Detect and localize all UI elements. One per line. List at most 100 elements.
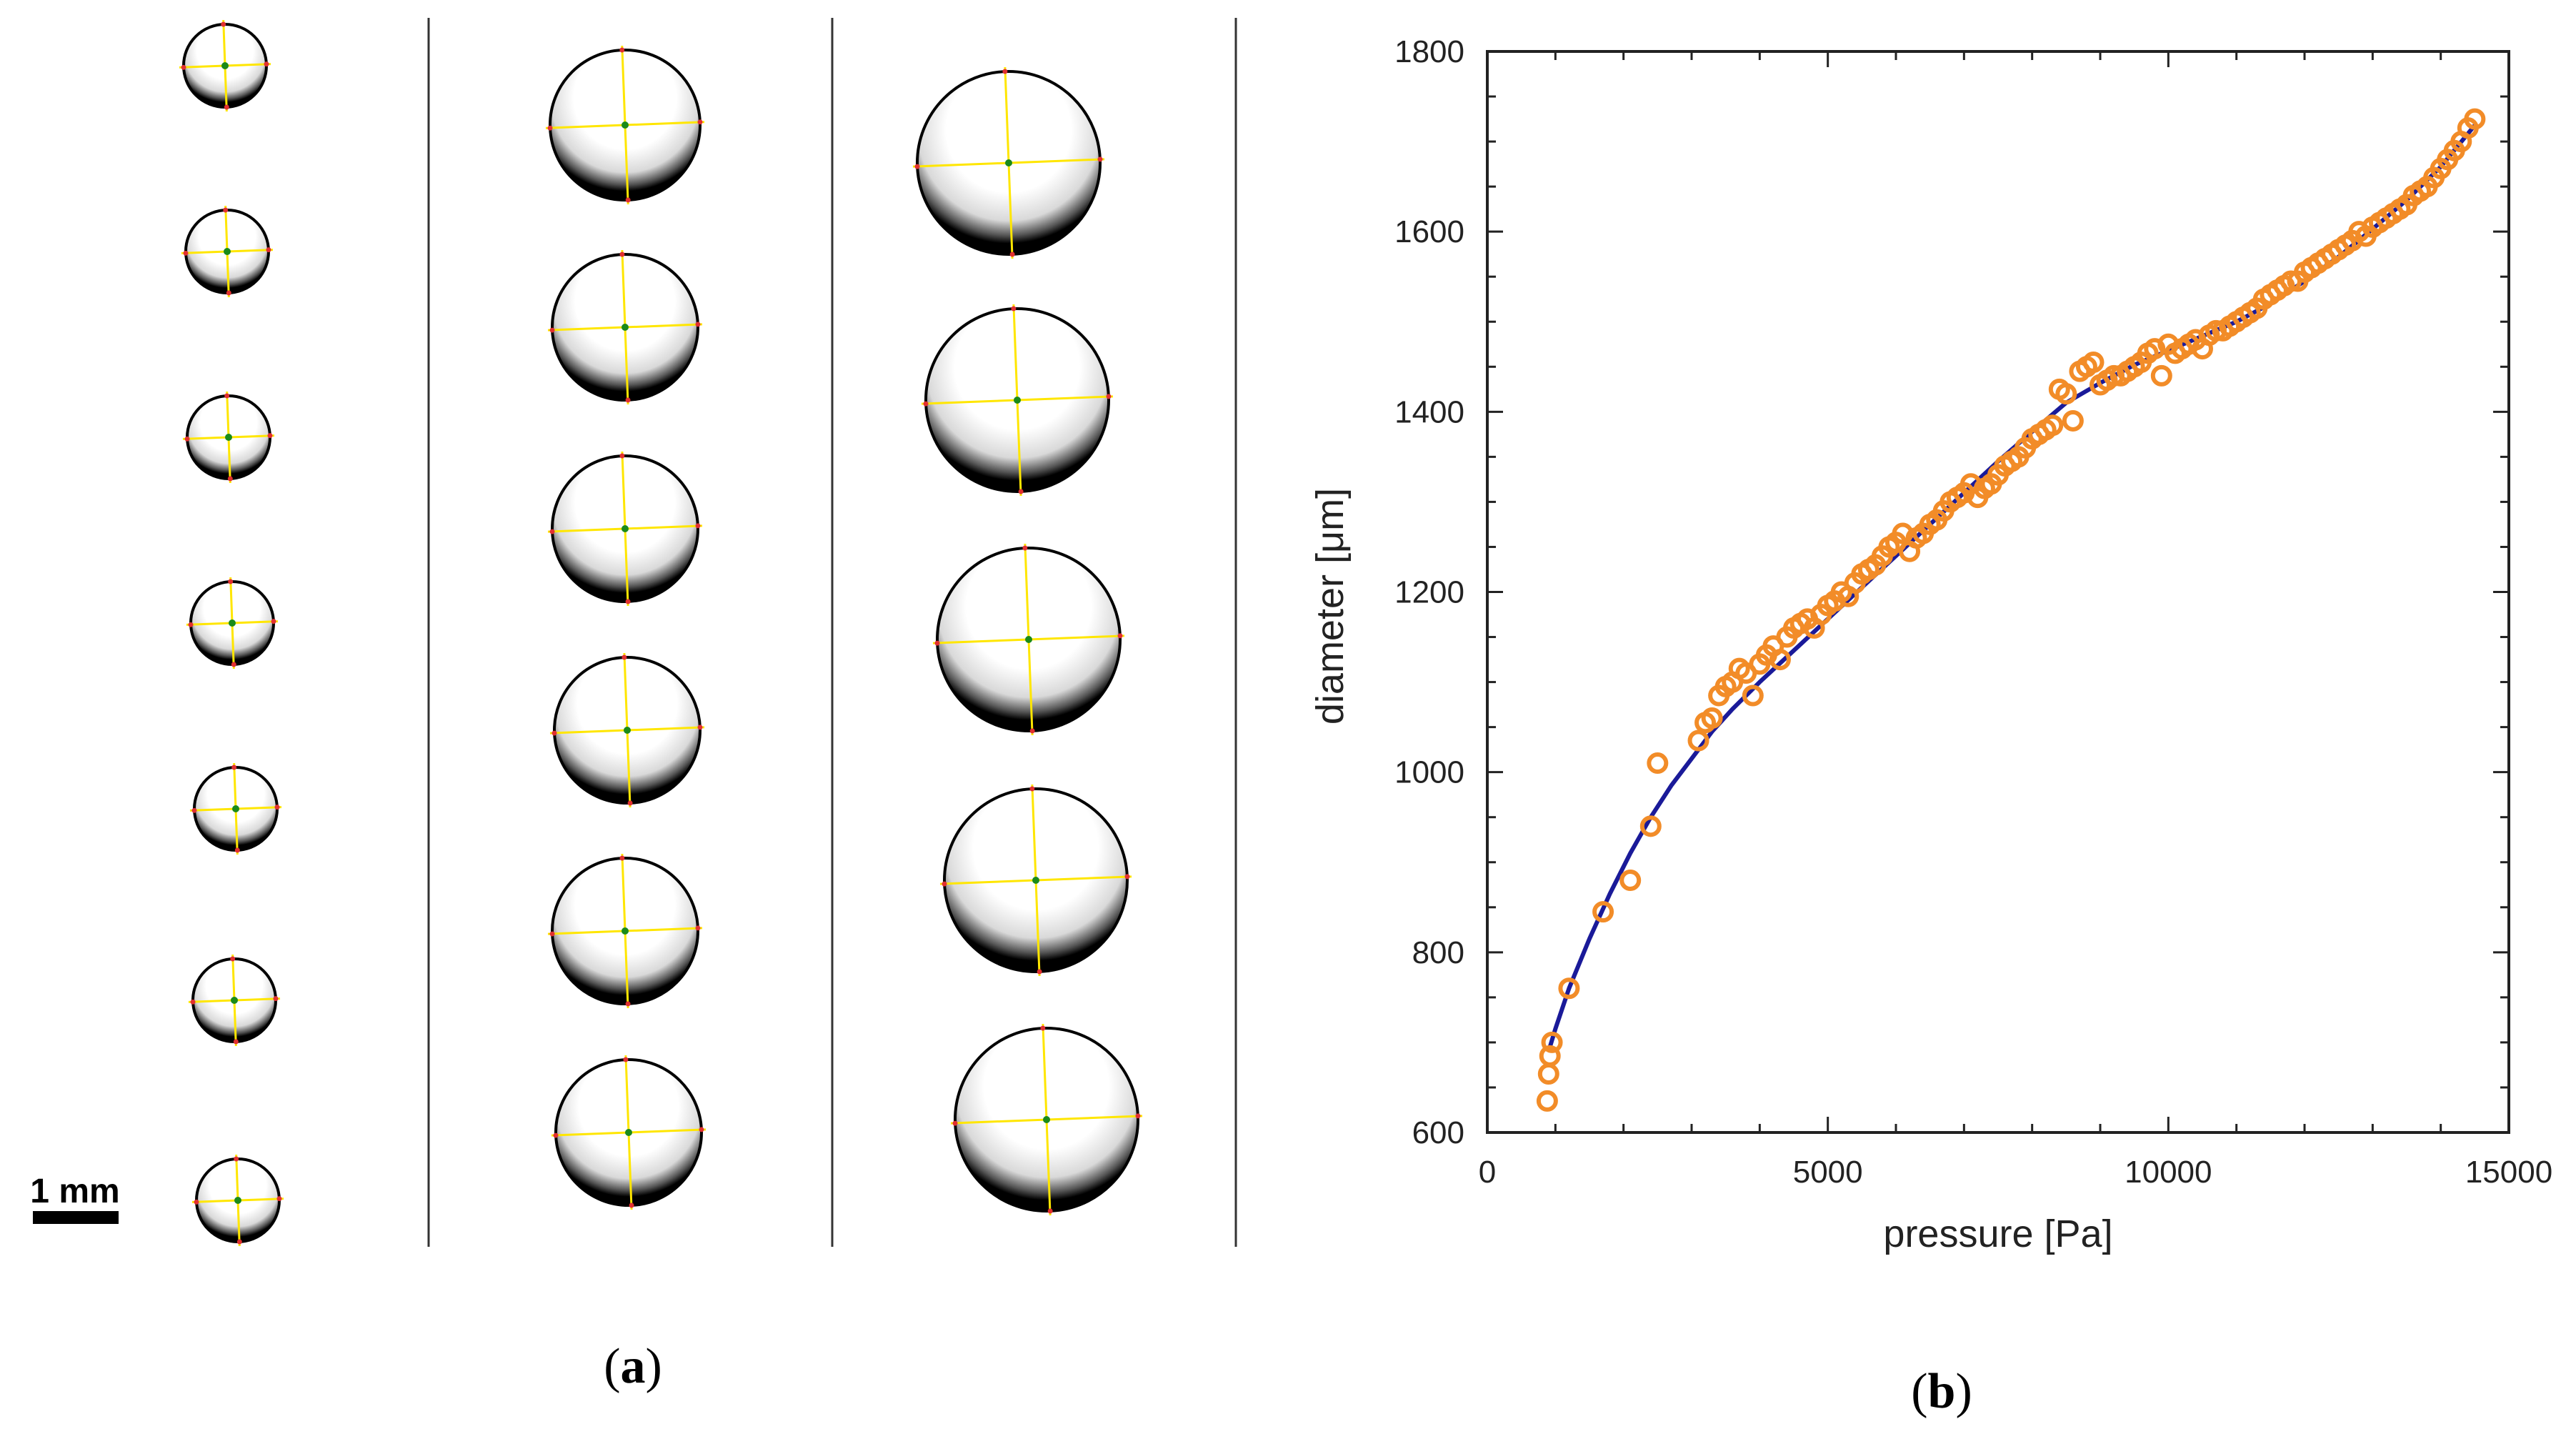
x-tick-label: 5000: [1793, 1155, 1863, 1190]
fit-curve: [1546, 124, 2477, 1052]
edge-marker: [231, 765, 237, 770]
axis-ticks: 0 5000 10000 15000 600 800 1000 1200 1400 1600 180…: [1394, 34, 2552, 1190]
edge-marker: [1009, 252, 1015, 257]
edge-marker: [271, 619, 276, 624]
scale-bar: 1 mm: [30, 1172, 120, 1224]
edge-marker: [619, 855, 625, 861]
droplet: [547, 451, 703, 607]
edge-marker: [194, 1199, 199, 1205]
edge-marker: [274, 805, 280, 810]
edge-marker: [233, 1039, 239, 1045]
edge-marker: [923, 401, 929, 407]
edge-marker: [697, 725, 703, 730]
data-points: [1536, 108, 2486, 1112]
edge-marker: [549, 931, 555, 937]
droplet-center: [224, 248, 231, 255]
y-tick-label: 1600: [1394, 214, 1464, 249]
droplet-center: [621, 324, 629, 331]
edge-marker: [188, 622, 194, 627]
scale-bar-line: [33, 1211, 119, 1224]
droplet: [182, 391, 275, 484]
edge-marker: [184, 436, 190, 442]
edge-marker: [695, 322, 701, 327]
edge-marker: [952, 1120, 958, 1126]
edge-marker: [1047, 1208, 1053, 1214]
droplet-center: [234, 1197, 241, 1204]
droplet: [179, 19, 271, 112]
y-tick-label: 1400: [1394, 394, 1464, 429]
edge-marker: [1011, 306, 1017, 312]
y-tick-label: 600: [1412, 1115, 1464, 1150]
scale-bar-label: 1 mm: [30, 1172, 119, 1210]
droplets: [179, 19, 1143, 1247]
edge-marker: [191, 807, 197, 813]
droplet-center: [1032, 877, 1039, 884]
edge-marker: [1037, 969, 1042, 975]
fit-curve-layer: [1546, 124, 2477, 1052]
droplet-center: [231, 997, 238, 1004]
data-point: [1687, 730, 1709, 752]
y-tick-label: 1200: [1394, 575, 1464, 610]
droplet-center: [624, 727, 631, 734]
edge-marker: [1040, 1025, 1046, 1031]
edge-marker: [695, 523, 701, 529]
droplet-center: [232, 805, 239, 812]
droplet: [188, 954, 281, 1047]
droplet: [932, 543, 1125, 736]
x-tick-label: 0: [1479, 1155, 1496, 1190]
edge-marker: [226, 290, 231, 296]
droplet: [912, 66, 1105, 259]
edge-marker: [183, 250, 189, 256]
edge-marker: [619, 453, 625, 459]
edge-marker: [228, 579, 234, 584]
edge-marker: [549, 327, 555, 333]
droplet: [181, 205, 274, 298]
edge-marker: [1117, 633, 1123, 639]
x-axis-title: pressure [Pa]: [1883, 1213, 2112, 1255]
droplet: [186, 577, 279, 669]
edge-marker: [190, 999, 196, 1005]
edge-marker: [1135, 1113, 1141, 1119]
data-point: [1742, 684, 1764, 707]
data-point: [1619, 869, 1642, 891]
edge-marker: [934, 640, 940, 646]
data-point: [1647, 752, 1669, 775]
droplet-center: [621, 927, 629, 935]
edge-marker: [697, 119, 703, 125]
edge-marker: [223, 207, 229, 213]
edge-marker: [623, 1057, 629, 1062]
data-point: [2055, 383, 2077, 405]
y-tick-label: 800: [1412, 935, 1464, 970]
data-point: [1558, 977, 1580, 1000]
edge-marker: [1097, 156, 1103, 162]
droplet-center: [1025, 636, 1032, 643]
edge-marker: [1002, 69, 1008, 74]
droplet: [191, 1154, 284, 1247]
edge-marker: [267, 433, 273, 439]
droplet-center: [1014, 397, 1021, 404]
droplet: [939, 784, 1132, 977]
edge-marker: [266, 247, 271, 253]
x-tick-label: 10000: [2125, 1155, 2212, 1190]
data-point: [2062, 409, 2084, 432]
droplet-center: [1043, 1116, 1050, 1123]
data-point: [1539, 1045, 1561, 1067]
edge-marker: [625, 397, 631, 403]
edge-marker: [181, 64, 186, 70]
droplet: [921, 304, 1114, 497]
droplet: [547, 853, 703, 1009]
droplet-center: [1005, 159, 1012, 166]
droplet: [545, 45, 705, 205]
panel-a-label: (a): [604, 1339, 662, 1394]
edge-marker: [621, 654, 627, 660]
droplet-center: [621, 121, 629, 129]
droplet: [551, 1055, 707, 1210]
edge-marker: [224, 104, 229, 110]
edge-marker: [1018, 489, 1024, 494]
plot-frame: [1486, 50, 2510, 1134]
edge-marker: [273, 996, 279, 1002]
edge-marker: [551, 730, 557, 736]
y-tick-label: 1000: [1394, 755, 1464, 790]
edge-marker: [231, 662, 236, 667]
droplet-center: [625, 1129, 632, 1136]
